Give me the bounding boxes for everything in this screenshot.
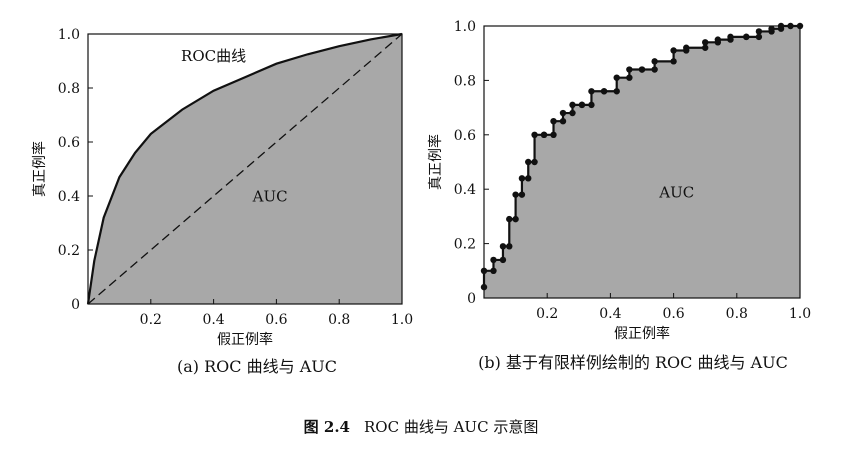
roc-point-marker [506,243,513,250]
roc-point-marker [651,58,658,65]
roc-point-marker [518,175,526,182]
roc-point-marker [613,88,620,95]
x-tick-label: 1.0 [391,312,413,328]
roc-point-marker [569,101,576,109]
y-tick-label: 0.4 [58,189,80,205]
figure-number: 图 2.4 [303,418,350,436]
x-tick-label: 1.0 [789,306,811,322]
x-tick-label: 0.2 [140,312,162,328]
roc-chart-a: 0.2 0.4 0.6 0.8 1.0 0 0.2 0.4 0.6 0.8 1.0 假正例率 真正例率 R… [31,27,413,348]
roc-point-marker [743,33,750,41]
roc-curve-line [86,32,403,305]
roc-point-marker [499,256,507,264]
roc-point-marker [559,118,567,125]
x-tick-label: 0.6 [265,312,287,328]
roc-chart-b: 0.2 0.4 0.6 0.8 1.0 0 0.2 0.4 0.6 0.8 1.0 假正例率 真正例率 A… [427,19,811,342]
x-tick-label: 0.6 [662,306,684,322]
auc-label: AUC [658,183,694,201]
figure-title: ROC 曲线与 AUC 示意图 [364,418,539,436]
roc-point-marker [531,158,538,166]
y-tick-label: 0.6 [58,135,80,151]
roc-point-marker [613,74,620,81]
x-axis-label: 假正例率 [217,331,273,348]
y-tick-label: 0 [71,297,80,313]
roc-point-marker [777,22,785,30]
roc-point-marker [569,109,576,117]
y-tick-label: 0.2 [58,243,80,259]
roc-point-marker [499,243,507,250]
x-tick-label: 0.4 [202,312,224,328]
roc-point-marker [512,191,519,198]
roc-point-marker [518,191,526,198]
roc-point-marker [540,131,548,138]
auc-shaded-area [484,26,800,298]
roc-point-marker [768,25,775,32]
roc-point-marker [480,283,488,291]
x-tick-label: 0.8 [726,306,748,322]
roc-point-marker [559,109,567,117]
caption-b: (b) 基于有限样例绘制的 ROC 曲线与 AUC [468,352,798,374]
roc-point-marker [600,88,608,95]
roc-point-marker [626,74,633,81]
roc-point-marker [525,158,532,166]
y-tick-label: 0.2 [454,237,476,253]
roc-point-marker [702,39,709,46]
plot-frame [483,25,801,299]
x-tick-label: 0.8 [328,312,350,328]
roc-point-marker [588,101,595,109]
roc-point-marker [525,175,532,182]
y-tick-label: 1.0 [454,19,476,35]
roc-point-marker [683,44,690,51]
roc-point-marker [651,66,658,73]
x-axis-label: 假正例率 [614,325,670,342]
roc-point-marker [506,215,513,223]
roc-point-marker [638,66,646,73]
roc-point-marker [755,28,763,35]
roc-point-marker [490,267,497,274]
x-tick-label: 0.2 [536,306,558,322]
roc-point-marker [512,215,519,223]
roc-point-marker [670,58,677,65]
roc-point-marker [531,131,538,138]
caption-b-text: (b) 基于有限样例绘制的 ROC 曲线与 AUC [478,353,788,372]
y-tick-label: 1.0 [58,27,80,43]
figure-caption: 图 2.4 ROC 曲线与 AUC 示意图 [0,416,842,437]
roc-point-marker [588,88,595,95]
roc-point-marker [787,22,794,30]
y-tick-label: 0.6 [454,128,476,144]
plot-frame [87,33,403,305]
roc-point-marker [578,101,586,109]
y-tick-label: 0 [467,291,476,307]
roc-point-marker [796,22,804,30]
roc-point-marker [480,267,488,274]
roc-point-marker [702,44,709,51]
y-axis-label: 真正例率 [427,134,444,190]
y-tick-label: 0.8 [58,81,80,97]
caption-a: (a) ROC 曲线与 AUC [177,357,337,376]
y-axis-label: 真正例率 [31,141,48,197]
roc-curve-label: ROC曲线 [181,47,246,65]
auc-label: AUC [252,187,288,205]
roc-point-marker [670,47,677,54]
roc-point-marker [727,33,734,41]
roc-point-marker [626,66,633,73]
y-tick-label: 0.8 [454,73,476,89]
roc-point-marker [490,256,497,264]
y-tick-label: 0.4 [454,182,476,198]
roc-point-marker [714,36,722,43]
roc-point-marker [550,118,557,125]
roc-point-marker [550,131,557,138]
roc-point-marker [755,33,763,41]
x-tick-label: 0.4 [599,306,621,322]
